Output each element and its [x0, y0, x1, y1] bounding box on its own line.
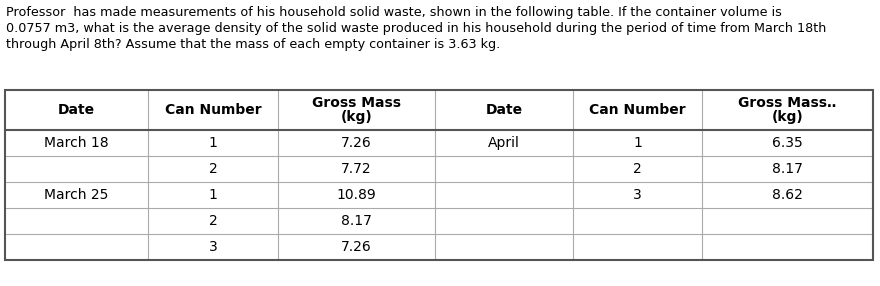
Text: 7.72: 7.72: [341, 162, 372, 176]
Text: 0.0757 m3, what is the average density of the solid waste produced in his househ: 0.0757 m3, what is the average density o…: [6, 22, 826, 35]
Text: Gross Mass: Gross Mass: [312, 96, 401, 110]
Text: 2: 2: [209, 162, 217, 176]
Text: through April 8th? Assume that the mass of each empty container is 3.63 kg.: through April 8th? Assume that the mass …: [6, 38, 500, 51]
Text: 2: 2: [209, 214, 217, 228]
Text: Gross Mass‥: Gross Mass‥: [738, 96, 837, 110]
Text: 1: 1: [633, 136, 642, 150]
Text: (kg): (kg): [772, 110, 803, 124]
Text: Date: Date: [58, 103, 95, 117]
Text: Date: Date: [486, 103, 523, 117]
Text: 8.17: 8.17: [341, 214, 372, 228]
Text: (kg): (kg): [341, 110, 372, 124]
Text: 2: 2: [633, 162, 642, 176]
Text: March 18: March 18: [44, 136, 109, 150]
Text: Can Number: Can Number: [590, 103, 686, 117]
Text: April: April: [488, 136, 520, 150]
Text: March 25: March 25: [44, 188, 109, 202]
Text: 8.17: 8.17: [772, 162, 803, 176]
Text: 1: 1: [209, 136, 217, 150]
Text: Professor  has made measurements of his household solid waste, shown in the foll: Professor has made measurements of his h…: [6, 6, 781, 19]
Text: 7.26: 7.26: [341, 240, 372, 254]
Text: 7.26: 7.26: [341, 136, 372, 150]
Text: Can Number: Can Number: [165, 103, 261, 117]
Text: 10.89: 10.89: [337, 188, 377, 202]
Text: 3: 3: [209, 240, 217, 254]
Bar: [5, 90, 873, 260]
Text: 1: 1: [209, 188, 217, 202]
Text: 6.35: 6.35: [772, 136, 803, 150]
Text: 3: 3: [633, 188, 642, 202]
Text: 8.62: 8.62: [772, 188, 803, 202]
